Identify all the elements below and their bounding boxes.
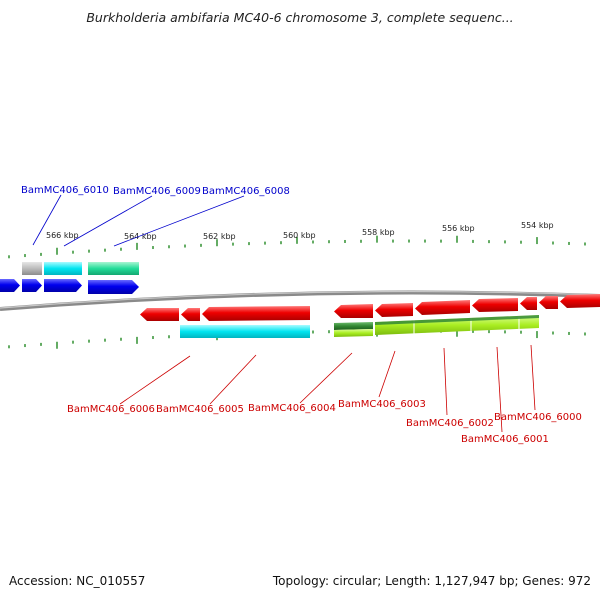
gene-arrow-BamMC406_6000[interactable]	[520, 297, 537, 310]
gene-arrow-BamMC406_6003[interactable]	[334, 304, 373, 318]
gene-label-BamMC406_6001[interactable]: BamMC406_6001	[461, 434, 549, 445]
map-title: Burkholderia ambifaria MC40-6 chromosome…	[86, 10, 514, 25]
gene-label-BamMC406_6006[interactable]: BamMC406_6006	[67, 404, 155, 415]
cog-block-teal[interactable]	[88, 262, 139, 275]
gene-arrow-BamMC406_6008[interactable]	[88, 280, 139, 294]
leader-lines-top	[32, 194, 245, 247]
scale-label-560kbp: 560 kbp	[283, 231, 316, 240]
scale-labels: 566 kbp 564 kbp 562 kbp 560 kbp 558 kbp …	[46, 221, 554, 241]
gene-arrow-BamMC406_6002b[interactable]	[415, 300, 470, 315]
gene-arrow-BamMC406_6010[interactable]	[22, 279, 42, 292]
gene-label-BamMC406_6005[interactable]: BamMC406_6005	[156, 404, 244, 415]
cog-block-cyan[interactable]	[44, 262, 82, 275]
gene-arrow-BamMC406_6006[interactable]	[140, 308, 179, 321]
gene-label-BamMC406_6009[interactable]: BamMC406_6009	[113, 186, 201, 197]
gene-arrow-BamMC406_6005[interactable]	[181, 308, 200, 321]
gene-arrow-forward[interactable]	[0, 279, 20, 292]
gene-label-BamMC406_6008[interactable]: BamMC406_6008	[202, 186, 290, 197]
cog-block-lime[interactable]	[375, 315, 539, 335]
gene-arrow-BamMC406_6004[interactable]	[202, 306, 310, 321]
gene-label-BamMC406_6000[interactable]: BamMC406_6000	[494, 412, 582, 423]
cog-block-cyan-bottom[interactable]	[180, 325, 310, 338]
gene-arrow-reverse-a[interactable]	[539, 296, 558, 309]
scale-label-556kbp: 556 kbp	[442, 224, 475, 233]
gene-label-BamMC406_6010[interactable]: BamMC406_6010	[21, 185, 109, 196]
accession-text: Accession: NC_010557	[9, 574, 146, 588]
forward-genes	[0, 279, 139, 294]
cog-blocks-top	[22, 262, 139, 275]
scale-label-564kbp: 564 kbp	[124, 232, 157, 241]
scale-label-566kbp: 566 kbp	[46, 231, 79, 240]
leader-lines-bottom	[119, 344, 536, 433]
scale-label-562kbp: 562 kbp	[203, 232, 236, 241]
cog-blocks-bottom	[180, 315, 539, 338]
reverse-genes	[140, 294, 600, 321]
gene-label-BamMC406_6002[interactable]: BamMC406_6002	[406, 418, 494, 429]
gene-label-BamMC406_6003[interactable]: BamMC406_6003	[338, 399, 426, 410]
scale-ticks-bottom	[8, 329, 586, 349]
scale-label-558kbp: 558 kbp	[362, 228, 395, 237]
genome-backbone	[0, 290, 600, 311]
scale-label-554kbp: 554 kbp	[521, 221, 554, 230]
gene-arrow-BamMC406_6009[interactable]	[44, 279, 82, 292]
gene-arrow-BamMC406_6001[interactable]	[472, 298, 518, 312]
cog-block-darkgreen[interactable]	[334, 322, 373, 330]
scale-ticks-top	[8, 235, 586, 259]
genome-summary-text: Topology: circular; Length: 1,127,947 bp…	[272, 574, 591, 588]
cog-block-gray[interactable]	[22, 262, 42, 275]
cog-block-lime-small[interactable]	[334, 329, 373, 337]
gene-label-BamMC406_6004[interactable]: BamMC406_6004	[248, 403, 336, 414]
gene-arrow-reverse-b[interactable]	[560, 294, 600, 308]
gene-arrow-BamMC406_6002[interactable]	[375, 303, 413, 317]
